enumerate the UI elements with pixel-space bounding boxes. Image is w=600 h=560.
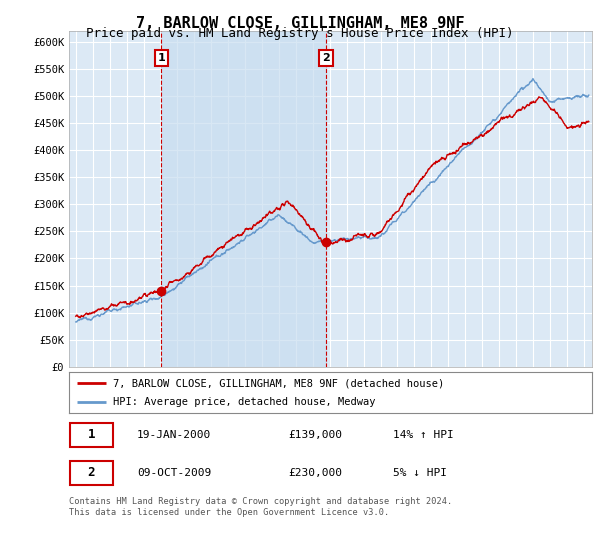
FancyBboxPatch shape [70, 461, 113, 485]
Text: 7, BARLOW CLOSE, GILLINGHAM, ME8 9NF: 7, BARLOW CLOSE, GILLINGHAM, ME8 9NF [136, 16, 464, 31]
Text: Price paid vs. HM Land Registry's House Price Index (HPI): Price paid vs. HM Land Registry's House … [86, 27, 514, 40]
Text: 1: 1 [88, 428, 95, 441]
Text: HPI: Average price, detached house, Medway: HPI: Average price, detached house, Medw… [113, 397, 376, 407]
Bar [161, 31, 326, 367]
Text: £230,000: £230,000 [289, 468, 343, 478]
Text: 2: 2 [322, 53, 330, 63]
Text: 19-JAN-2000: 19-JAN-2000 [137, 430, 211, 440]
Text: 7, BARLOW CLOSE, GILLINGHAM, ME8 9NF (detached house): 7, BARLOW CLOSE, GILLINGHAM, ME8 9NF (de… [113, 379, 445, 388]
Text: 09-OCT-2009: 09-OCT-2009 [137, 468, 211, 478]
Text: 5% ↓ HPI: 5% ↓ HPI [394, 468, 448, 478]
FancyBboxPatch shape [70, 423, 113, 447]
Text: 1: 1 [157, 53, 165, 63]
Text: 2: 2 [88, 466, 95, 479]
Text: £139,000: £139,000 [289, 430, 343, 440]
Text: 14% ↑ HPI: 14% ↑ HPI [394, 430, 454, 440]
Text: Contains HM Land Registry data © Crown copyright and database right 2024.
This d: Contains HM Land Registry data © Crown c… [69, 497, 452, 517]
